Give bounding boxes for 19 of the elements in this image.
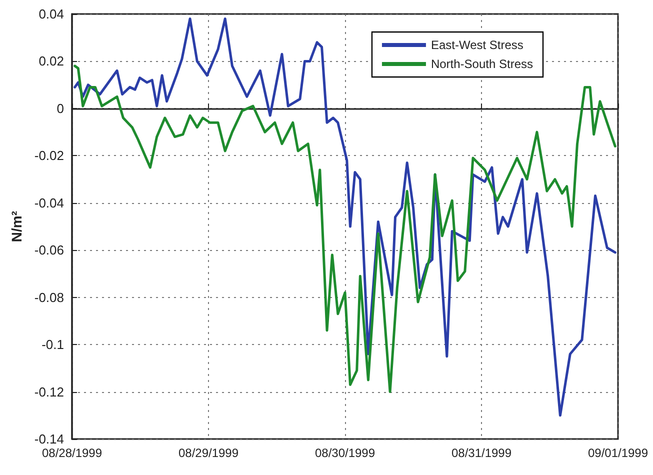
- y-tick-label: 0.02: [38, 54, 64, 69]
- x-tick-label: 08/30/1999: [314, 446, 376, 460]
- y-tick-label: -0.12: [34, 384, 64, 400]
- y-axis-title: N/m²: [8, 210, 24, 242]
- y-tick-label: 0: [56, 100, 64, 116]
- y-tick-label: -0.04: [34, 195, 64, 210]
- y-tick-label: -0.06: [34, 242, 64, 258]
- y-tick-label: -0.14: [34, 432, 64, 446]
- x-tick-label: 09/01/1999: [588, 446, 648, 460]
- line-series: [74, 17, 616, 417]
- x-tick-label: 08/29/1999: [178, 446, 239, 460]
- legend-label: North-South Stress: [430, 57, 534, 71]
- y-tick-label: -0.1: [42, 337, 64, 352]
- y-tick-label: -0.02: [34, 148, 64, 164]
- x-tick-label: 08/31/1999: [451, 446, 512, 460]
- y-tick-label: -0.08: [34, 290, 64, 305]
- x-tick-label: 08/28/1999: [42, 446, 102, 460]
- legend-label: East-West Stress: [430, 38, 524, 52]
- y-tick-label: 0.04: [38, 6, 64, 22]
